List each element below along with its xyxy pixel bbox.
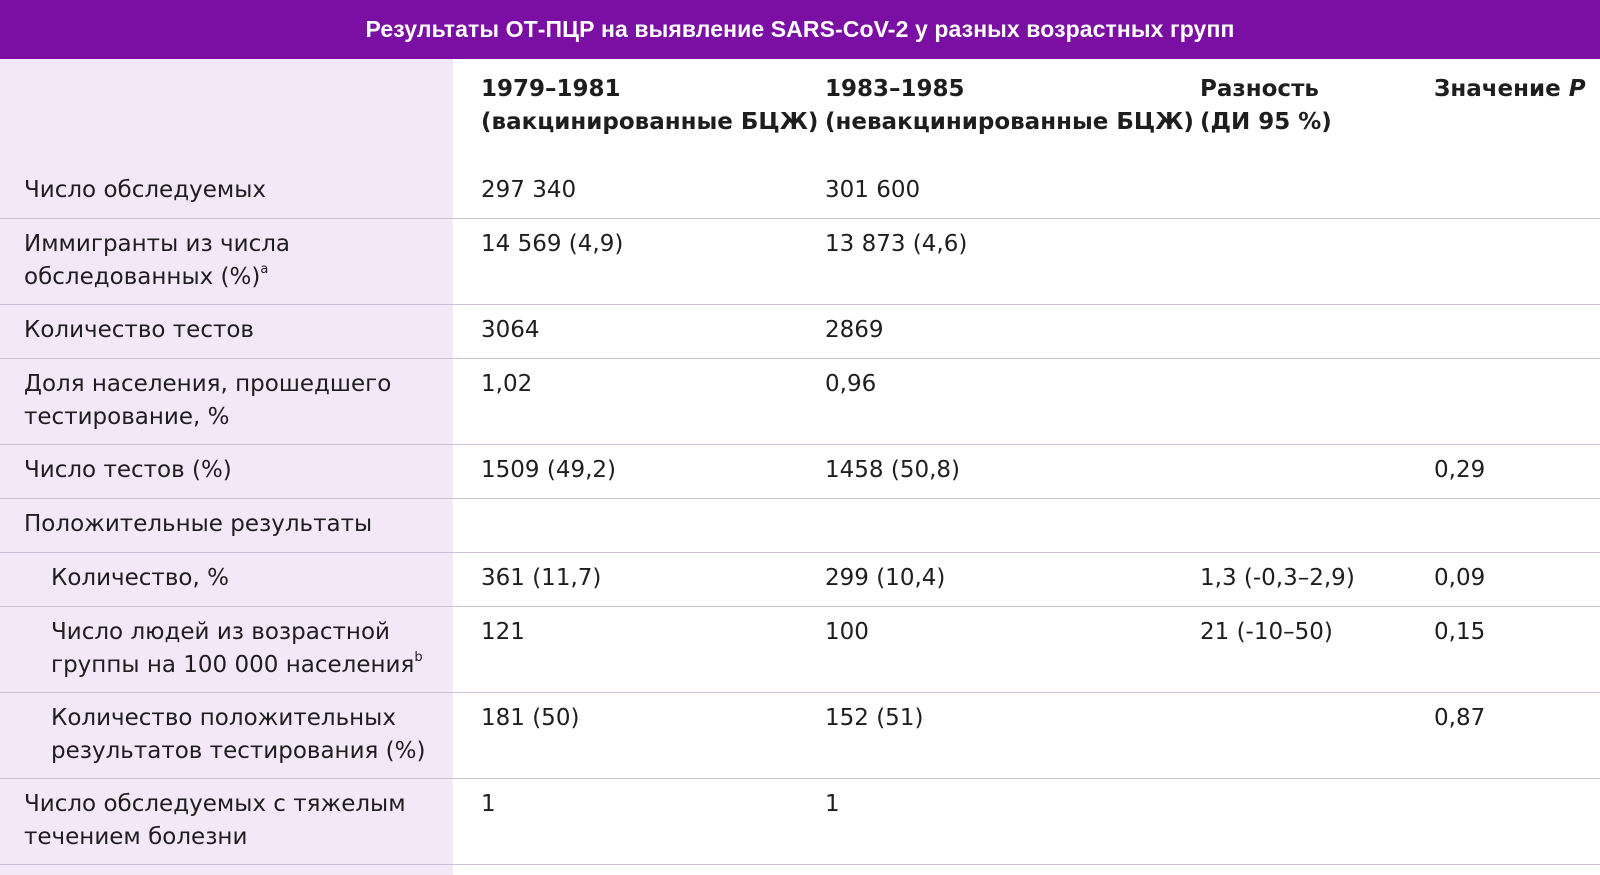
cell-vaccinated: 14 569 (4,9) [481, 231, 624, 257]
row-label: Число обследуемых с тяжелым течением бол… [24, 791, 406, 850]
table-row: Число людей из возрастной группы на 100 … [0, 607, 1600, 693]
row-label: Положительные результаты [24, 511, 373, 537]
header-vaccinated-note: (вакцинированные БЦЖ) [481, 109, 819, 135]
header-unvaccinated: 1983–1985 (невакцинированные БЦЖ) [825, 73, 1194, 139]
header-vaccinated-years: 1979–1981 [481, 76, 621, 102]
header-difference: Разность (ДИ 95 %) [1200, 73, 1332, 139]
cell-vaccinated: 1509 (49,2) [481, 457, 617, 483]
cell-p-value: 0,15 [1434, 619, 1486, 645]
table-row: Количество, % 361 (11,7) 299 (10,4) 1,3 … [0, 553, 1600, 607]
cell-vaccinated: 3064 [481, 317, 540, 343]
header-unvaccinated-note: (невакцинированные БЦЖ) [825, 109, 1194, 135]
cell-unvaccinated: 301 600 [825, 177, 921, 203]
table-row: Количество положительных результатов тес… [0, 693, 1600, 779]
cell-unvaccinated: 100 [825, 619, 869, 645]
header-p-value: Значение P [1434, 73, 1586, 106]
cell-unvaccinated: 1458 (50,8) [825, 457, 961, 483]
header-difference-ci: (ДИ 95 %) [1200, 109, 1332, 135]
cell-unvaccinated: 1 [825, 791, 840, 817]
cell-vaccinated: 1 [481, 791, 496, 817]
cell-difference: 1,3 (-0,3–2,9) [1200, 565, 1355, 591]
table-row: Иммигранты из числа обследованных (%)a 1… [0, 219, 1600, 305]
label-column-background [0, 59, 453, 875]
row-label: Доля населения, прошедшего тестирование,… [24, 371, 392, 430]
table-row: Количество тестов 3064 2869 [0, 305, 1600, 359]
header-unvaccinated-years: 1983–1985 [825, 76, 965, 102]
cell-unvaccinated: 13 873 (4,6) [825, 231, 968, 257]
cell-p-value: 0,09 [1434, 565, 1486, 591]
header-p-value-label: Значение P [1434, 76, 1586, 102]
cell-vaccinated: 1,02 [481, 371, 533, 397]
header-vaccinated: 1979–1981 (вакцинированные БЦЖ) [481, 73, 818, 139]
table-row: Доля населения, прошедшего тестирование,… [0, 359, 1600, 445]
row-label: Количество положительных результатов тес… [51, 705, 426, 764]
cell-vaccinated: 121 [481, 619, 525, 645]
row-label: Иммигранты из числа обследованных (%)a [24, 231, 291, 290]
cell-vaccinated: 361 (11,7) [481, 565, 602, 591]
cell-unvaccinated: 299 (10,4) [825, 565, 946, 591]
cell-unvaccinated: 2869 [825, 317, 884, 343]
table-title: Результаты ОТ-ПЦР на выявление SARS-CoV-… [0, 0, 1600, 59]
table-row: Число тестов (%) 1509 (49,2) 1458 (50,8)… [0, 445, 1600, 499]
table-row-section-header: Положительные результаты [0, 499, 1600, 553]
row-label: Число обследуемых [24, 177, 266, 203]
cell-p-value: 0,87 [1434, 705, 1486, 731]
table-row: Число обследуемых 297 340 301 600 [0, 165, 1600, 219]
cell-p-value: 0,29 [1434, 457, 1486, 483]
row-label: Число тестов (%) [24, 457, 232, 483]
table-row: Число обследуемых с тяжелым течением бол… [0, 779, 1600, 865]
row-label: Количество, % [51, 565, 229, 591]
cell-difference: 21 (-10–50) [1200, 619, 1333, 645]
cell-vaccinated: 181 (50) [481, 705, 580, 731]
row-label: Количество тестов [24, 317, 254, 343]
header-difference-label: Разность [1200, 76, 1319, 102]
row-label: Число людей из возрастной группы на 100 … [51, 619, 423, 678]
footnote-marker: a [260, 262, 269, 277]
cell-vaccinated: 297 340 [481, 177, 577, 203]
cell-unvaccinated: 152 (51) [825, 705, 924, 731]
footnote-marker: b [414, 650, 423, 665]
cell-unvaccinated: 0,96 [825, 371, 877, 397]
